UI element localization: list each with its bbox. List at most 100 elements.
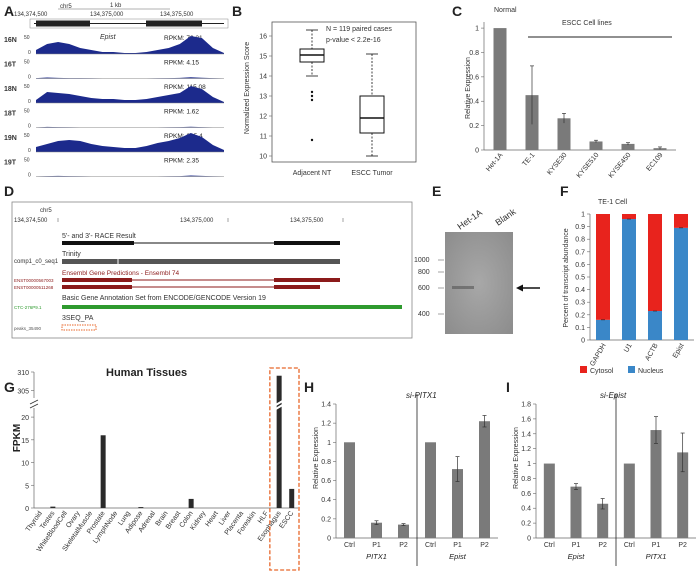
panel-h-ylabel: Relative Expression (313, 427, 320, 489)
panel-h-category-0-1: P1 (372, 542, 381, 549)
panel-b-category-0: Adjacent NT (293, 170, 332, 177)
panel-f-ytick-label-0.7: 0.7 (575, 249, 585, 256)
panel-b-ytick-label-11: 11 (260, 134, 267, 141)
panel-f-category-3: Epist (672, 342, 686, 359)
panel-c-ylabel: Relative Expression (465, 57, 472, 119)
panel-h-bar-0-2 (398, 524, 409, 538)
panel-e-lane-blank: Blank (493, 206, 518, 227)
panel-f-ytick-label-0.4: 0.4 (575, 287, 585, 294)
panel-h-category-1-1: P1 (453, 542, 462, 549)
panel-g-ytick-label-15: 15 (21, 438, 29, 445)
panel-g-ytick-label-20: 20 (21, 415, 29, 422)
panel-d-row-ensembl-label-1: ENST00000567003 (14, 278, 54, 283)
panel-h-ytick-label-1: 1 (327, 440, 331, 447)
panel-i-bar-0-2 (597, 503, 609, 538)
panel-d-row-race-title: 5'- and 3'- RACE Result (62, 233, 136, 240)
panel-a-gene-label: Epist (100, 34, 117, 41)
panel-d-genome-browser: chr5 134,374,500 134,375,000 134,375,500… (11, 201, 413, 339)
panel-b-outlier-0-2 (310, 98, 314, 102)
panel-g-ytick-label-0: 0 (25, 506, 29, 513)
panel-label-i: I (506, 379, 510, 395)
panel-h-title: si-PITX1 (406, 391, 437, 400)
panel-c-category-4: KYSE450 (608, 152, 633, 180)
panel-f-ytick-label-0.6: 0.6 (575, 262, 585, 269)
panel-d-row-gencode-label: CTC-276P9.1 (14, 305, 42, 310)
panel-d-row-3seq-title: 3SEQ_PA (62, 315, 94, 322)
panel-i-ytick-label-0.4: 0.4 (521, 506, 531, 513)
panel-g-ytick-label-305: 305 (17, 389, 29, 396)
panel-h-ytick-label-1.2: 1.2 (321, 421, 331, 428)
panel-i-category-0-0: Ctrl (544, 542, 555, 549)
panel-h-bar-1-1 (452, 469, 463, 538)
panel-i-gene-0: Epist (568, 552, 586, 561)
panel-g-highlight-box (269, 367, 300, 571)
panel-b-boxplot: Normalized Expression Score N = 119 pair… (244, 21, 417, 177)
panel-a-coverage-18N (36, 86, 224, 103)
panel-c-bar-3 (589, 141, 603, 150)
panel-a-rpkm-16T: RPKM: 4.15 (164, 60, 199, 67)
panel-b-outlier-0-1 (310, 94, 314, 98)
panel-a-coverage-19N (36, 133, 224, 152)
panel-i-bar-0-1 (570, 486, 582, 538)
panel-c-bar-2 (557, 118, 571, 150)
panel-f-bar-nucleus-2 (648, 311, 662, 340)
panel-h-category-0-0: Ctrl (344, 542, 355, 549)
panel-g-tissue-bar-chart: Human Tissues FPKM 0 5 10 15 20 305 310 Thyroid… (12, 367, 300, 571)
panel-d-row-gencode-title: Basic Gene Annotation Set from ENCODE/GE… (62, 295, 266, 302)
panel-c-category-5: EC109 (645, 152, 664, 173)
panel-a-exon-2 (146, 20, 202, 27)
panel-a-ymax-18N: 50 (24, 84, 30, 90)
panel-b-ytick-label-13: 13 (259, 94, 267, 101)
panel-g-ylabel: FPKM (12, 424, 23, 452)
panel-f-ylabel: Percent of transcript abundance (563, 228, 570, 327)
panel-h-ytick-label-0.4: 0.4 (321, 497, 331, 504)
panel-b-plot-frame (271, 21, 417, 163)
panel-c-ytick-label-0.2: 0.2 (469, 123, 479, 130)
panel-d-chrom: chr5 (40, 208, 52, 214)
panel-d-race-exon-2 (274, 241, 340, 245)
panel-h-bar-1-2 (479, 421, 490, 538)
panel-d-3seq-peak (61, 324, 97, 331)
panel-h-ytick-label-0.8: 0.8 (321, 459, 331, 466)
panel-f-category-1: U1 (623, 342, 634, 353)
panel-i-category-0-1: P1 (572, 542, 581, 549)
panel-b-ytick-label-10: 10 (259, 154, 267, 161)
panel-h-category-0-2: P2 (399, 542, 408, 549)
panel-h-category-1-0: Ctrl (425, 542, 436, 549)
panel-c-category-3: KYSE510 (576, 152, 601, 180)
panel-a-sample-16N: 16N (4, 37, 17, 44)
panel-f-ytick-label-0.1: 0.1 (575, 325, 585, 332)
panel-h-bar-1-0 (425, 442, 436, 538)
panel-e-gel (445, 232, 513, 334)
panel-label-d: D (4, 183, 14, 199)
panel-b-ytick-label-14: 14 (259, 74, 267, 81)
panel-label-c: C (452, 3, 462, 19)
panel-h-bar-0-1 (371, 522, 382, 538)
panel-h-ytick-label-0: 0 (327, 536, 331, 543)
panel-label-f: F (560, 183, 569, 199)
panel-a-coord-mid: 134,375,000 (90, 12, 124, 18)
panel-h-gene-1: Epist (449, 552, 467, 561)
panel-c-category-2: KYSE30 (546, 152, 568, 177)
panel-f-ytick-label-0.3: 0.3 (575, 300, 585, 307)
panel-a-sample-16T: 16T (4, 62, 17, 69)
panel-f-ytick-label-1: 1 (581, 212, 585, 219)
panel-g-ytick-label-10: 10 (21, 461, 29, 468)
panel-g-category-14: Heart (204, 510, 220, 528)
panel-a-ymax-16N: 50 (24, 35, 30, 41)
panel-f-category-0: GAPDH (589, 343, 608, 368)
panel-i-ytick-label-0: 0 (527, 536, 531, 543)
panel-f-ytick-label-0: 0 (581, 338, 585, 345)
panel-a-coverage-16N (36, 36, 224, 54)
panel-c-ytick-label-1: 1 (475, 26, 479, 33)
panel-f-bar-cytosol-1 (622, 214, 636, 220)
panel-f-legend-cytosol-swatch (580, 366, 587, 373)
panel-f-legend-nucleus-swatch (628, 366, 635, 373)
panel-a-rpkm-19T: RPKM: 2.35 (164, 158, 199, 165)
panel-f-bar-nucleus-1 (622, 219, 636, 340)
panel-f-bar-nucleus-0 (596, 319, 610, 340)
panel-g-category-0: Thyroid (25, 510, 44, 533)
panel-b-outlier-0-3 (310, 138, 314, 142)
panel-f-bar-cytosol-3 (674, 214, 688, 228)
panel-f-legend-nucleus: Nucleus (638, 368, 664, 375)
